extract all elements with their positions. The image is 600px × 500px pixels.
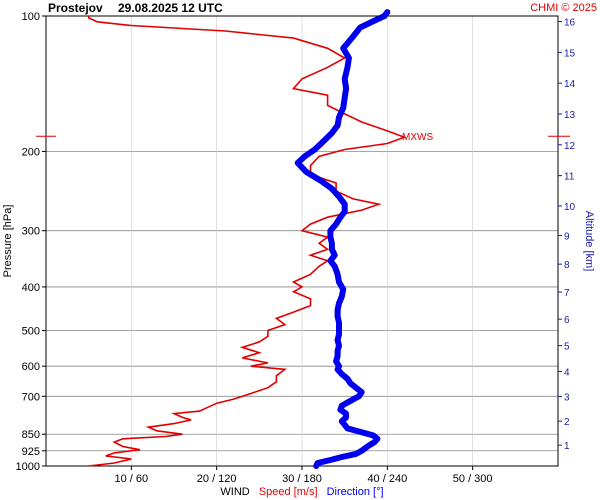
altitude-tick-label: 5 [564, 342, 570, 353]
altitude-tick-label: 13 [564, 110, 576, 121]
max-wind-label: MXWS [402, 132, 433, 143]
pressure-axis: 100 200 300 400 500 600 700 850 925 1000 [16, 11, 46, 473]
wind-axis-label: WIND Speed [m/s] Direction [°] [220, 486, 383, 498]
speed-gridlines [131, 16, 473, 466]
wind-tick-label: 50 / 300 [453, 473, 493, 485]
wind-tick-label: 10 / 60 [115, 473, 149, 485]
pressure-tick-label: 500 [22, 326, 40, 338]
pressure-tick-label: 300 [22, 226, 40, 238]
sounding-datetime: 29.08.2025 12 UTC [118, 1, 223, 15]
direction-series-line [294, 9, 391, 469]
speed-label: Speed [m/s] [259, 486, 318, 498]
wind-tick-label: 40 / 240 [367, 473, 407, 485]
altitude-tick-label: 9 [564, 231, 570, 242]
altitude-tick-label: 4 [564, 367, 570, 378]
altitude-tick-label: 14 [564, 79, 576, 90]
altitude-tick-label: 11 [564, 172, 575, 183]
pressure-tick-label: 1000 [16, 461, 40, 473]
altitude-tick-label: 7 [564, 288, 570, 299]
direction-label: Direction [°] [327, 486, 384, 498]
pressure-tick-label: 700 [22, 391, 40, 403]
altitude-axis-label: Altitude [km] [583, 211, 595, 272]
station-name: Prostejov [48, 1, 103, 15]
max-wind-marker: MXWS [36, 132, 570, 143]
pressure-tick-label: 850 [22, 429, 40, 441]
altitude-tick-label: 1 [564, 441, 570, 452]
altitude-tick-label: 10 [564, 202, 576, 213]
wind-tick-label: 20 / 120 [197, 473, 237, 485]
altitude-tick-label: 16 [564, 18, 576, 29]
altitude-tick-label: 15 [564, 48, 576, 59]
credit: CHMI © 2025 [530, 2, 597, 14]
altitude-tick-label: 2 [564, 417, 570, 428]
altitude-tick-label: 12 [564, 141, 576, 152]
altitude-tick-label: 3 [564, 393, 570, 404]
pressure-tick-label: 600 [22, 361, 40, 373]
altitude-tick-label: 6 [564, 315, 570, 326]
pressure-axis-label: Pressure [hPa] [2, 205, 14, 278]
pressure-tick-label: 100 [22, 11, 40, 23]
pressure-tick-label: 925 [22, 446, 40, 458]
pressure-tick-label: 400 [22, 282, 40, 294]
speed-series-line [87, 16, 407, 467]
pressure-tick-label: 200 [22, 146, 40, 158]
wind-label: WIND [220, 486, 249, 498]
altitude-tick-label: 8 [564, 260, 570, 271]
wind-tick-label: 30 / 180 [282, 473, 322, 485]
wind-axis: 10 / 60 20 / 120 30 / 180 40 / 240 50 / 300 [115, 466, 493, 485]
